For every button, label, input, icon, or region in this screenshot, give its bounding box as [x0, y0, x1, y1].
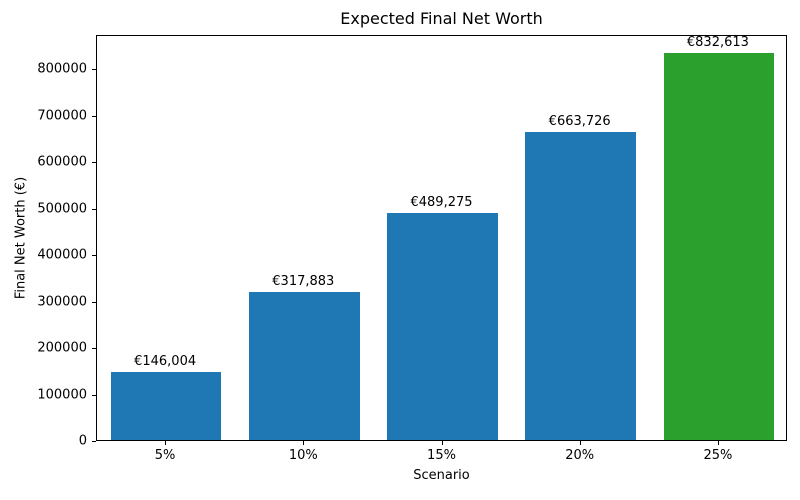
y-tick-label: 100000 — [37, 387, 87, 403]
x-tick-label: 25% — [703, 448, 733, 463]
bar-value-label: €663,726 — [548, 113, 611, 129]
y-tick-label: 800000 — [37, 61, 87, 77]
y-tick-label: 700000 — [37, 108, 87, 124]
bar-value-label: €146,004 — [134, 354, 197, 370]
x-tick-mark — [303, 441, 305, 445]
bar — [249, 292, 360, 440]
bar — [525, 131, 636, 440]
y-tick-mark — [92, 394, 96, 396]
plot-area — [96, 35, 787, 441]
y-axis-label: Final Net Worth (€) — [13, 176, 29, 300]
y-tick-mark — [92, 115, 96, 117]
bar — [110, 372, 222, 440]
bar-value-label: €317,883 — [272, 274, 335, 290]
x-axis-label: Scenario — [413, 468, 470, 483]
x-tick-label: 10% — [288, 448, 318, 463]
y-tick-mark — [92, 162, 96, 164]
x-tick-label: 15% — [427, 448, 456, 463]
bar — [387, 212, 498, 440]
chart-title: Expected Final Net Worth — [340, 9, 543, 28]
y-tick-mark — [92, 208, 96, 210]
x-tick-label: 20% — [565, 448, 595, 463]
y-tick-label: 0 — [78, 433, 87, 449]
y-tick-mark — [92, 441, 96, 442]
x-tick-mark — [717, 441, 719, 445]
y-tick-label: 500000 — [37, 201, 87, 217]
y-tick-label: 600000 — [37, 154, 87, 170]
y-tick-label: 200000 — [37, 340, 87, 356]
x-tick-mark — [165, 441, 167, 445]
y-tick-label: 300000 — [37, 294, 87, 310]
bar — [663, 53, 775, 440]
y-tick-mark — [92, 301, 96, 303]
bar-value-label: €489,275 — [410, 194, 473, 210]
y-tick-label: 400000 — [37, 247, 87, 263]
bar-value-label: €832,613 — [686, 35, 749, 51]
y-tick-mark — [92, 69, 96, 71]
x-tick-mark — [441, 441, 443, 445]
x-tick-mark — [579, 441, 581, 445]
y-tick-mark — [92, 255, 96, 257]
y-tick-mark — [92, 348, 96, 350]
x-tick-label: 5% — [154, 448, 176, 463]
